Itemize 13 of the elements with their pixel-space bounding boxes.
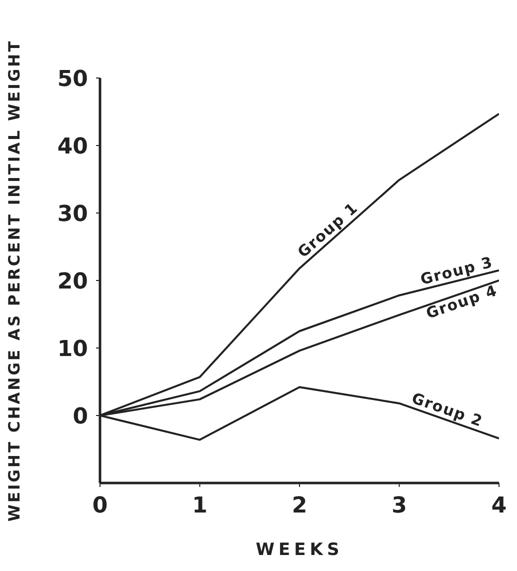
- x-tick-label: 3: [392, 494, 407, 519]
- y-tick-label: 10: [57, 336, 88, 362]
- y-tick-label: 0: [72, 404, 88, 430]
- y-tick-label: 20: [57, 269, 88, 294]
- x-tick-label: 4: [491, 494, 507, 519]
- y-tick-label: 50: [57, 66, 88, 92]
- x-tick-label: 2: [292, 494, 308, 519]
- y-axis-title: WEIGHT CHANGE AS PERCENT INITIAL WEIGHT: [6, 39, 24, 522]
- x-axis-title: WEEKS: [256, 540, 344, 560]
- x-tick-label: 1: [192, 494, 208, 519]
- y-tick-label: 40: [57, 134, 88, 160]
- x-tick-label: 0: [92, 494, 108, 519]
- y-tick-label: 30: [57, 202, 88, 227]
